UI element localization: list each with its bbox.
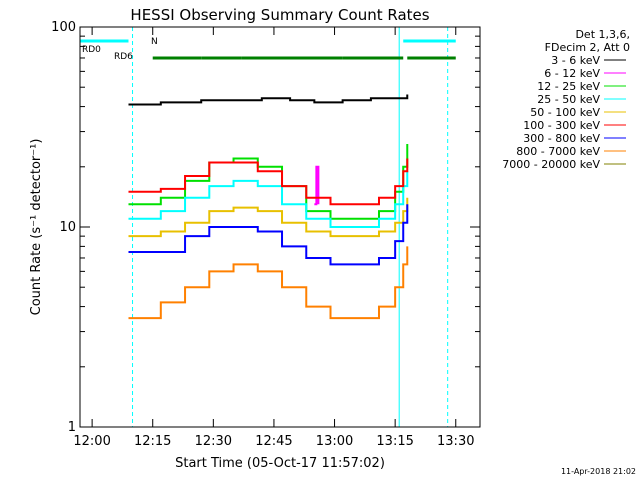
x-axis-ticks: 12:00 12:15 12:30 12:45 13:00 13:15 13:30 <box>73 27 474 449</box>
series-line-1 <box>314 165 320 206</box>
legend-header-line-1: Det 1,3,6, <box>575 28 630 41</box>
x-tick-label-6: 13:30 <box>437 434 474 449</box>
x-tick-label-1: 12:15 <box>134 434 171 449</box>
x-tick-label-2: 12:30 <box>195 434 232 449</box>
series-line-5 <box>128 158 409 206</box>
footer-date: 11-Apr-2018 21:02 <box>561 467 636 476</box>
legend-label-4: 50 - 100 keV <box>530 106 600 119</box>
flag-label-rd6: RD6 <box>114 52 133 62</box>
flag-bars: RD0 RD6 N <box>80 37 456 62</box>
flag-label-rd0: RD0 <box>82 45 101 55</box>
y-tick-label-0: 1 <box>68 420 76 435</box>
legend-label-6: 300 - 800 keV <box>523 132 600 145</box>
chart-title: HESSI Observing Summary Count Rates <box>130 6 429 24</box>
x-tick-label-0: 12:00 <box>73 434 110 449</box>
x-tick-label-4: 13:00 <box>316 434 353 449</box>
legend-header-line-2: FDecim 2, Att 0 <box>545 41 630 54</box>
x-axis-label: Start Time (05-Oct-17 11:57:02) <box>175 456 385 471</box>
legend-label-1: 6 - 12 keV <box>544 67 600 80</box>
legend-label-8: 7000 - 20000 keV <box>502 158 600 171</box>
x-tick-label-3: 12:45 <box>255 434 292 449</box>
legend-label-3: 25 - 50 keV <box>537 93 600 106</box>
y-axis-label: Count Rate (s⁻¹ detector⁻¹) <box>29 139 44 316</box>
series-line-6 <box>128 204 409 266</box>
flag-label-n: N <box>151 37 158 47</box>
x-tick-label-5: 13:15 <box>376 434 413 449</box>
series-line-4 <box>128 197 409 238</box>
y-tick-label-2: 100 <box>51 20 76 35</box>
legend-label-2: 12 - 25 keV <box>537 80 600 93</box>
legend-label-0: 3 - 6 keV <box>551 54 600 67</box>
legend-label-7: 800 - 7000 keV <box>516 145 600 158</box>
y-tick-label-1: 10 <box>59 220 76 235</box>
legend-label-5: 100 - 300 keV <box>523 119 600 132</box>
series-line-7 <box>128 246 409 320</box>
series-lines <box>128 94 409 320</box>
y-axis-ticks: 1 10 100 <box>51 20 480 435</box>
series-line-3 <box>128 171 409 228</box>
series-line-0 <box>128 94 409 106</box>
